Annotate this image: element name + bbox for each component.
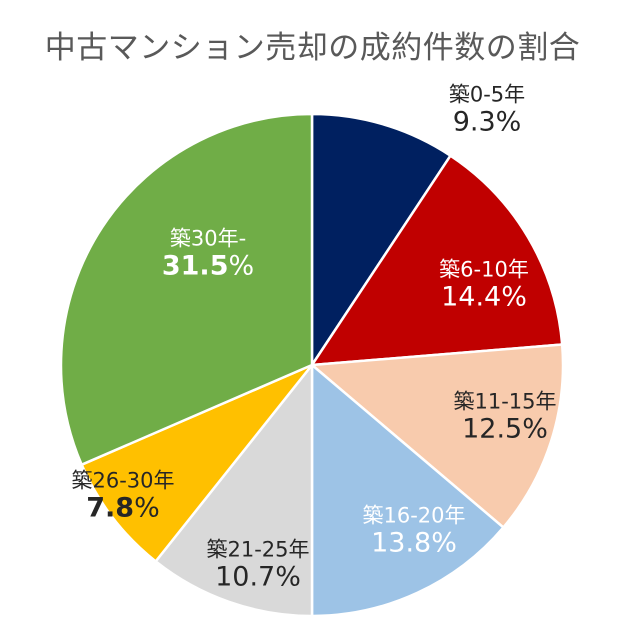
slice-category: 築16-20年 <box>362 503 466 528</box>
slice-category: 築21-25年 <box>206 537 310 562</box>
slice-percent: 14.4% <box>441 281 527 313</box>
slice-percent: 10.7% <box>215 561 301 593</box>
slice-label: 築6-10年 14.4% <box>439 257 529 312</box>
slice-percent: 31.5% <box>161 250 255 282</box>
pie-slice-2 <box>310 154 564 367</box>
slice-category: 築0-5年 <box>448 82 526 107</box>
slice-percent: 12.5% <box>462 413 548 445</box>
slice-label: 築11-15年 12.5% <box>453 389 556 444</box>
slice-percent: 13.8% <box>371 527 457 559</box>
slice-percent: 9.3% <box>452 106 522 138</box>
pie-slice-6 <box>80 363 314 563</box>
pie-slice-1 <box>310 112 452 367</box>
slice-percent: 7.8% <box>86 492 160 524</box>
slice-category: 築26-30年 <box>71 468 175 493</box>
pie-slice-7 <box>59 112 314 466</box>
slice-label: 築30年- 31.5% <box>162 226 254 281</box>
slice-category: 築30年- <box>169 226 247 251</box>
slice-category: 築6-10年 <box>439 257 529 282</box>
pie-slice-5 <box>154 363 314 618</box>
slice-category: 築11-15年 <box>453 389 557 414</box>
pie-slice-4 <box>310 363 505 618</box>
slice-label: 築16-20年 13.8% <box>362 503 465 558</box>
slice-label: 築21-25年 10.7% <box>206 537 309 592</box>
slice-label: 築26-30年 7.8% <box>71 468 174 523</box>
chart-title: 中古マンション売却の成約件数の割合 <box>44 30 581 66</box>
slice-label: 築0-5年 9.3% <box>449 82 525 137</box>
pie-slice-3 <box>310 343 565 529</box>
